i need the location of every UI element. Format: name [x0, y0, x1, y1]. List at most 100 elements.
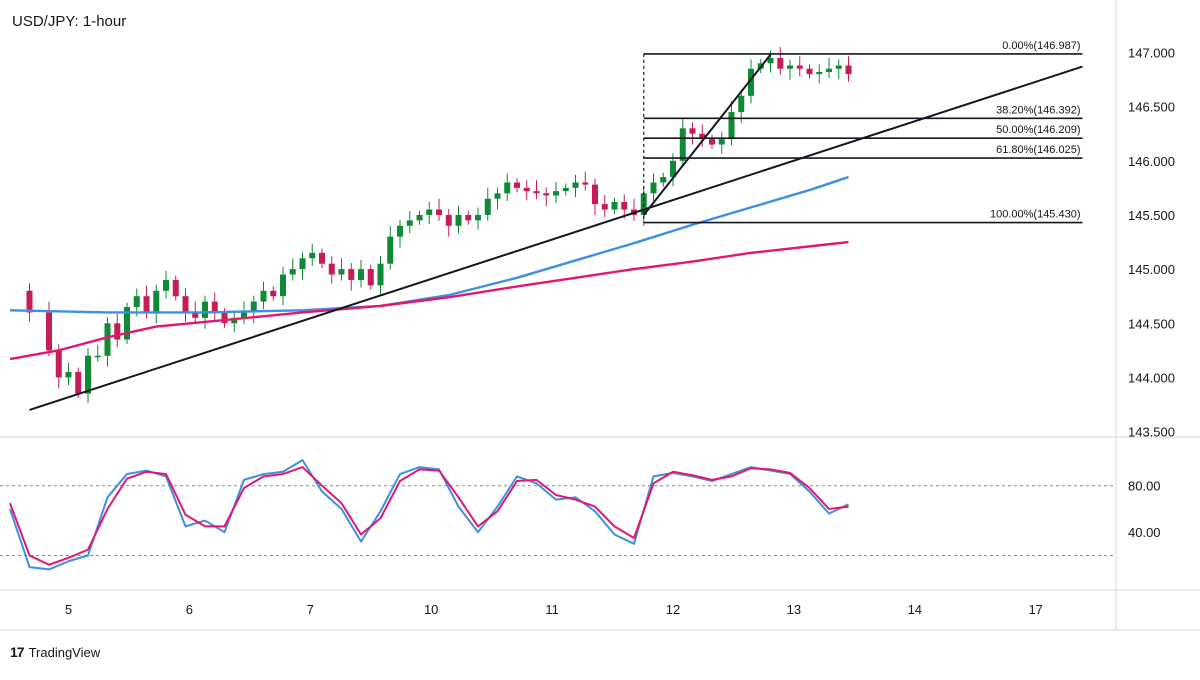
candle-body: [94, 355, 101, 358]
candle-body: [748, 68, 754, 96]
time-tick-label: 14: [908, 602, 922, 617]
moving-average-line: [9, 175, 849, 314]
candle-body: [611, 201, 618, 210]
candle-body: [289, 269, 296, 275]
fib-level-label: 38.20%(146.392): [996, 104, 1080, 116]
candle-body: [504, 182, 511, 194]
candle-body: [387, 236, 394, 264]
fib-level-label: 0.00%(146.987): [1002, 40, 1080, 52]
candle-body: [348, 269, 355, 280]
candle-body: [689, 128, 696, 134]
candle-body: [211, 301, 218, 313]
candle-body: [367, 269, 374, 286]
candle-body: [114, 323, 121, 340]
candle-body: [299, 258, 306, 270]
candle-body: [406, 220, 413, 226]
oscillator-axis[interactable]: 80.00 40.00: [1128, 479, 1161, 541]
trendline: [29, 65, 1083, 411]
candle-body: [621, 201, 628, 210]
time-tick-label: 10: [424, 602, 438, 617]
chart-frame: [0, 0, 1200, 631]
candle-body: [670, 160, 676, 178]
candle-body: [553, 191, 559, 196]
price-tick-label: 144.000: [1128, 370, 1175, 385]
candle-body: [592, 184, 598, 205]
stochastic-oscillator: [0, 459, 1116, 571]
candle-body: [250, 301, 257, 313]
fib-level-label: 100.00%(145.430): [990, 209, 1081, 221]
price-tick-label: 147.000: [1128, 45, 1175, 60]
candle-body: [533, 191, 540, 194]
oscillator-tick-label: 40.00: [1128, 525, 1161, 540]
candle-body: [650, 182, 657, 194]
trendline: [642, 54, 772, 216]
candle-body: [826, 68, 832, 72]
candle-body: [484, 198, 491, 215]
candle-body: [816, 71, 823, 75]
candle-body: [358, 269, 364, 280]
candle-body: [163, 279, 169, 291]
candle-body: [397, 225, 403, 237]
candle-body: [436, 209, 442, 215]
candle-body: [260, 290, 267, 302]
price-tick-label: 143.500: [1128, 425, 1175, 440]
candle-body: [309, 252, 316, 259]
price-tick-label: 144.500: [1128, 316, 1175, 331]
candle-body: [85, 355, 91, 394]
candle-body: [328, 263, 335, 275]
candle-body: [455, 214, 462, 226]
candle-body: [679, 128, 686, 161]
candle-body: [728, 112, 735, 140]
candle-body: [426, 209, 433, 215]
candle-body: [241, 312, 247, 318]
candle-body: [806, 68, 813, 75]
candle-body: [182, 296, 189, 313]
time-axis[interactable]: 5 6 7 10 11 12 13 14 17: [65, 602, 1043, 617]
candle-body: [465, 214, 472, 221]
candle-body: [572, 182, 579, 188]
oscillator-tick-label: 80.00: [1128, 479, 1161, 494]
candle-body: [582, 182, 589, 185]
stochastic-line: [9, 466, 849, 566]
candle-body: [523, 187, 530, 192]
candle-body: [835, 65, 842, 69]
candle-body: [416, 214, 423, 221]
candle-body: [221, 312, 228, 324]
price-tick-label: 145.000: [1128, 262, 1175, 277]
time-tick-label: 17: [1028, 602, 1042, 617]
candle-body: [601, 204, 608, 210]
price-axis[interactable]: 147.000 146.500 146.000 145.500 145.000 144.5…: [1128, 45, 1175, 439]
candle-body: [26, 290, 33, 313]
candles: [26, 47, 852, 403]
fib-level-label: 50.00%(146.209): [996, 124, 1080, 136]
candle-body: [280, 274, 286, 297]
candle-body: [777, 57, 784, 69]
candle-body: [445, 214, 452, 226]
candle-body: [143, 296, 150, 313]
fib-level-label: 61.80%(146.025): [996, 144, 1080, 156]
candle-body: [475, 214, 481, 221]
candle-body: [75, 372, 82, 394]
price-tick-label: 146.500: [1128, 100, 1175, 115]
chart-title: USD/JPY: 1-hour: [12, 13, 126, 30]
candle-body: [718, 139, 725, 145]
candle-body: [377, 263, 384, 286]
tradingview-logo[interactable]: 17 TradingView: [10, 644, 100, 660]
candle-body: [55, 350, 62, 378]
price-tick-label: 146.000: [1128, 154, 1175, 169]
candle-body: [172, 279, 179, 297]
price-tick-label: 145.500: [1128, 208, 1175, 223]
moving-averages: [9, 175, 849, 361]
time-tick-label: 6: [186, 602, 193, 617]
candle-body: [202, 301, 208, 318]
candle-body: [787, 65, 793, 69]
candle-body: [65, 372, 72, 378]
time-tick-label: 7: [307, 602, 314, 617]
time-tick-label: 5: [65, 602, 72, 617]
candle-body: [660, 177, 667, 183]
candle-body: [124, 307, 130, 340]
candle-body: [338, 269, 345, 275]
candle-body: [845, 65, 852, 75]
